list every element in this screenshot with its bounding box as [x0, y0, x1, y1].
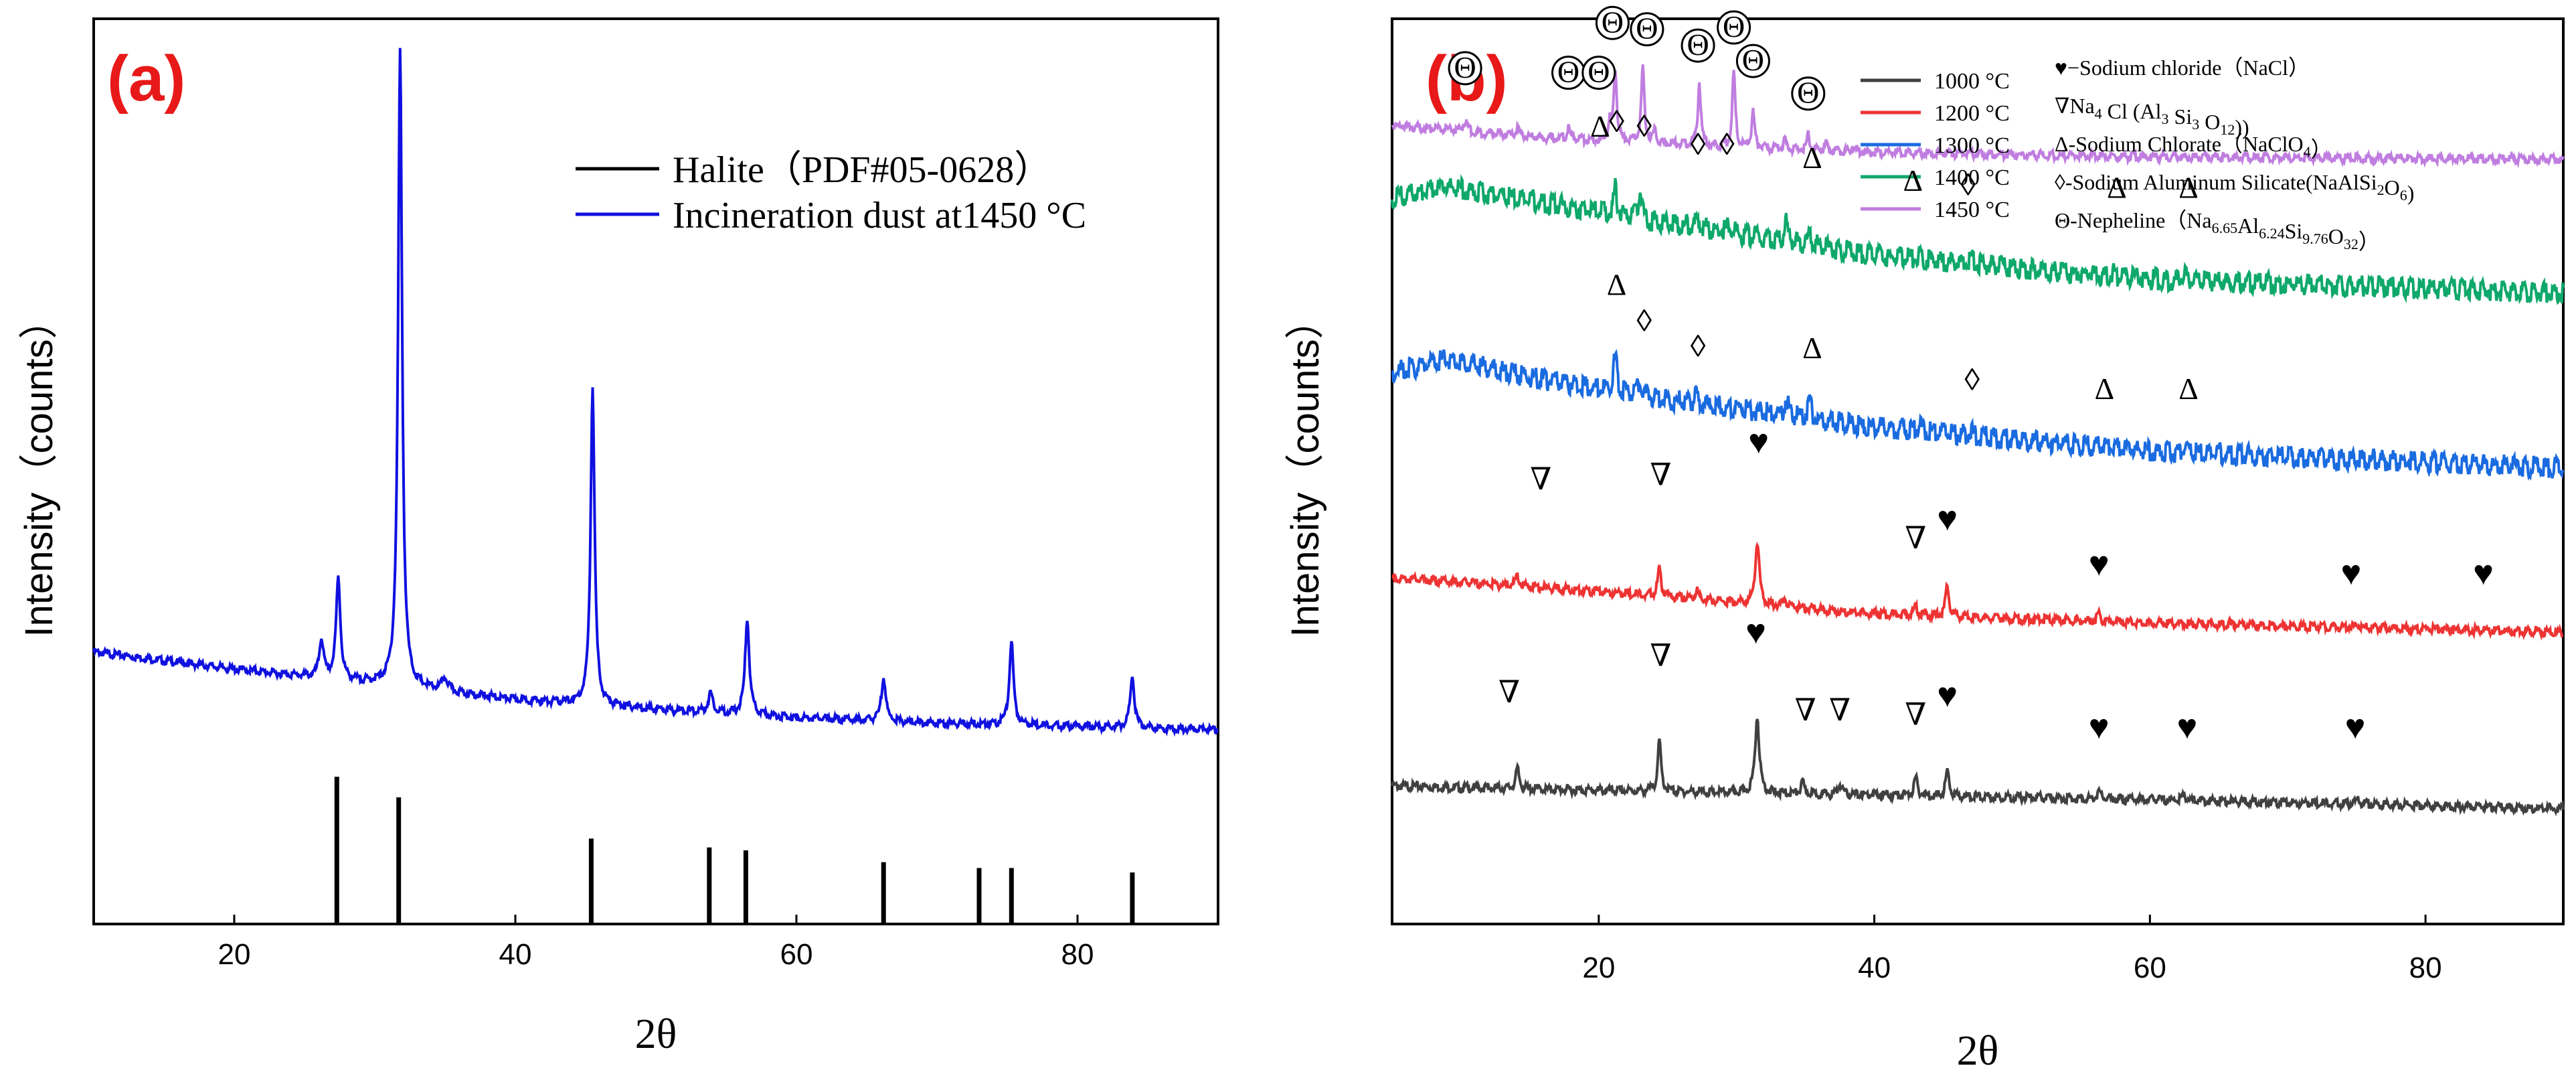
panel-a-label: (a) — [107, 43, 185, 114]
sodalite-marker: ∇ — [1650, 457, 1671, 491]
sodium-chlorate-marker: Δ — [1607, 267, 1627, 301]
sodium-chloride-marker: ♥ — [1937, 677, 1958, 715]
panel-a-legend: Halite（PDF#05-0628） Incineration dust at… — [576, 149, 1086, 236]
series-1200c — [1391, 541, 2564, 641]
series-1000c — [1391, 718, 2565, 817]
x-tick-label: 60 — [780, 938, 813, 971]
sodium-chloride-marker: ♥ — [1937, 500, 1958, 538]
nepheline-marker: Θ — [1723, 9, 1745, 44]
legend-label: 1450 °C — [1934, 198, 2010, 222]
phase-key-entry: Δ-Sodium Chlorate（NaClO4） — [2055, 132, 2332, 161]
sodium-aluminum-silicate-marker: ◊ — [1636, 109, 1652, 143]
panel-b-y-label: Intensity（counts） — [1284, 301, 1327, 637]
nepheline-marker: Θ — [1636, 11, 1658, 46]
phase-key-entry: Θ-Nepheline（Na6.65Al6.24Si9.76O32） — [2055, 208, 2380, 254]
sodium-chlorate-marker: Δ — [1903, 163, 1923, 198]
sodium-aluminum-silicate-marker: ◊ — [1691, 127, 1706, 161]
panel-b-x-axis: 20 40 60 80 — [1582, 915, 2442, 984]
nepheline-marker: Θ — [1797, 76, 1819, 110]
sodium-chlorate-marker: Δ — [1802, 331, 1822, 365]
sodium-chloride-marker: ♥ — [2345, 708, 2366, 747]
nepheline-marker: Θ — [1687, 27, 1709, 62]
nepheline-marker-ring — [1791, 76, 1826, 111]
panel-b-plot-area — [1391, 64, 2565, 817]
nepheline-marker: Θ — [1557, 55, 1579, 89]
sodalite-marker: ∇ — [1498, 675, 1520, 709]
nepheline-marker-ring — [1581, 56, 1616, 90]
sodium-chloride-marker: ♥ — [1745, 613, 1766, 651]
nepheline-marker-ring — [1595, 5, 1630, 40]
sodium-aluminum-silicate-marker: ◊ — [1691, 329, 1706, 363]
sodium-chloride-marker: ♥ — [2473, 554, 2494, 593]
phase-key-entry: ◊-Sodium Aluminum Silicate(NaAlSi2O6) — [2055, 170, 2414, 205]
sodium-aluminum-silicate-marker: ◊ — [1719, 127, 1735, 161]
nepheline-marker-ring — [1448, 51, 1482, 86]
sodium-chlorate-marker: Δ — [2178, 372, 2199, 406]
nepheline-marker-ring — [1630, 12, 1664, 47]
panel-a-frame — [92, 17, 1219, 925]
legend-halite-label: Halite（PDF#05-0628） — [673, 149, 1051, 191]
sodium-chlorate-marker: Δ — [1802, 141, 1822, 175]
x-tick-label: 80 — [1061, 938, 1094, 971]
x-tick-label: 40 — [499, 938, 532, 971]
sodium-chlorate-marker: Δ — [2107, 171, 2127, 205]
panel-b-x-label: 2θ — [1957, 1026, 1999, 1074]
sodium-chloride-marker: ♥ — [2089, 545, 2110, 583]
series-1450c — [1391, 64, 2565, 169]
phase-key-entry: ∇Na4 Cl (Al3 Si3 O12)) — [2055, 94, 2249, 139]
sodium-chloride-marker: ♥ — [1748, 423, 1769, 461]
nepheline-marker: Θ — [1587, 55, 1610, 89]
sodium-chloride-marker: ♥ — [2341, 554, 2362, 593]
nepheline-marker: Θ — [1602, 5, 1624, 39]
nepheline-marker: Θ — [1454, 50, 1476, 84]
panel-a-plot-area — [92, 48, 1219, 924]
sodium-aluminum-silicate-marker: ◊ — [1636, 303, 1652, 337]
phase-key-entry: ♥−Sodium chloride（NaCl） — [2055, 56, 2310, 80]
panel-b-legend: 1000 °C 1200 °C 1300 °C 1400 °C 1450 °C — [1861, 69, 2010, 222]
legend-label: 1400 °C — [1934, 165, 2010, 190]
series-incineration-dust — [92, 48, 1219, 737]
x-tick-label: 80 — [2409, 951, 2442, 984]
panel-a-x-axis: 20 40 60 80 — [218, 915, 1094, 971]
sodium-chlorate-marker: Δ — [1590, 109, 1610, 143]
legend-label: 1200 °C — [1934, 101, 2010, 126]
nepheline-marker-ring — [1735, 44, 1770, 78]
sodium-aluminum-silicate-marker: ◊ — [1964, 362, 1980, 396]
sodalite-marker: ∇ — [1829, 693, 1851, 727]
x-tick-label: 40 — [1858, 951, 1891, 984]
sodium-chlorate-marker: Δ — [2095, 372, 2115, 406]
nepheline-marker-ring — [1681, 28, 1715, 63]
nepheline-marker-ring — [1717, 10, 1751, 45]
nepheline-marker: Θ — [1742, 43, 1764, 77]
sodium-aluminum-silicate-marker: ◊ — [1609, 104, 1624, 139]
legend-dust-label: Incineration dust at1450 °C — [673, 195, 1086, 236]
x-tick-label: 20 — [218, 938, 251, 971]
sodalite-marker: ∇ — [1530, 462, 1551, 496]
sodalite-marker: ∇ — [1650, 639, 1671, 673]
sodium-aluminum-silicate-marker: ◊ — [1960, 168, 1976, 202]
series-1300c — [1391, 348, 2565, 481]
sodalite-marker: ∇ — [1795, 693, 1816, 727]
panel-a-x-label: 2θ — [635, 1010, 677, 1057]
panel-b-phase-key: ♥−Sodium chloride（NaCl） ∇Na4 Cl (Al3 Si3 … — [2055, 56, 2414, 254]
sodalite-marker: ∇ — [1905, 698, 1926, 732]
panel-a-y-label: Intensity（counts） — [17, 301, 61, 637]
sodium-chloride-marker: ♥ — [2089, 708, 2110, 747]
x-tick-label: 60 — [2134, 951, 2166, 984]
panel-a: (a) 20 40 60 80 2θ Intensity（counts） Halite… — [17, 17, 1219, 1057]
legend-label: 1000 °C — [1934, 69, 2010, 94]
x-tick-label: 20 — [1582, 951, 1615, 984]
legend-label: 1300 °C — [1934, 133, 2010, 158]
sodium-chlorate-marker: Δ — [2178, 171, 2199, 205]
sodalite-marker: ∇ — [1905, 521, 1926, 555]
series-1400c — [1391, 173, 2565, 305]
sodium-chloride-marker: ♥ — [2177, 708, 2198, 747]
